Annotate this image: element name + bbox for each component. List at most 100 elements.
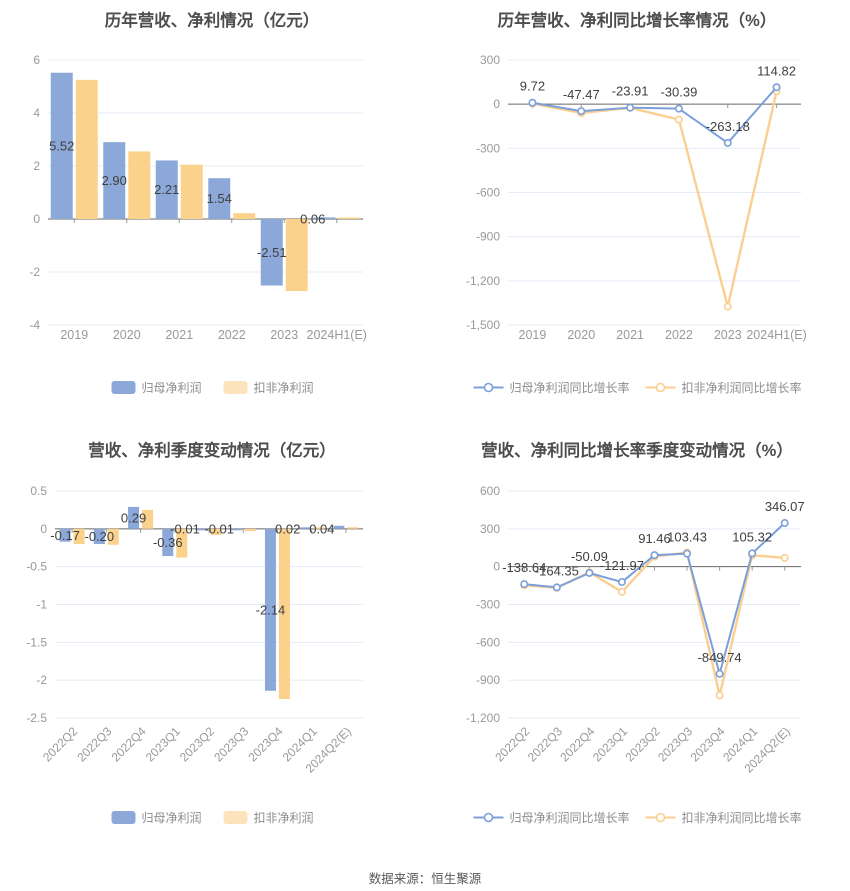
marker-guimu-2022Q3[interactable] xyxy=(552,583,561,592)
marker-guimu-2024Q1[interactable] xyxy=(748,549,757,558)
marker-koufei-2023Q1[interactable] xyxy=(617,587,626,596)
bar-koufei-2024Q2(E)[interactable] xyxy=(347,527,359,529)
marker-koufei-2023[interactable] xyxy=(723,302,732,311)
legend-item-1[interactable]: 扣非净利润同比增长率 xyxy=(645,810,802,825)
y-tick-label: -1,500 xyxy=(466,318,500,332)
value-label: 0.04 xyxy=(309,521,334,536)
x-tick-label: 2019 xyxy=(60,328,88,342)
bar-guimu-2022Q2[interactable] xyxy=(59,528,71,542)
value-label: -0.17 xyxy=(50,528,80,543)
marker-guimu-2022Q2[interactable] xyxy=(520,580,529,589)
value-label: 346.07 xyxy=(765,499,805,514)
y-tick-label: 0 xyxy=(493,560,500,574)
x-tick-label: 2023Q4 xyxy=(245,724,285,764)
marker-guimu-2023Q2[interactable] xyxy=(650,551,659,560)
bar-guimu-2020[interactable] xyxy=(103,142,126,219)
bar-guimu-2024H1(E)[interactable] xyxy=(313,217,336,219)
bar-koufei-2023Q3[interactable] xyxy=(244,528,256,532)
legend-marker xyxy=(655,382,666,393)
bar-koufei-2022[interactable] xyxy=(233,213,256,219)
value-label: 0.06 xyxy=(300,212,325,227)
bar-koufei-2020[interactable] xyxy=(128,151,151,219)
marker-guimu-2020[interactable] xyxy=(577,107,586,116)
value-label: 0.29 xyxy=(121,510,146,525)
legend-item-1[interactable]: 扣非净利润同比增长率 xyxy=(645,380,802,395)
x-tick-label: 2022Q2 xyxy=(492,724,532,764)
bar-guimu-2023[interactable] xyxy=(260,219,283,286)
bar-guimu-2023Q1[interactable] xyxy=(162,528,174,557)
line-koufei xyxy=(532,90,778,308)
legend-item-0[interactable]: 归母净利润同比增长率 xyxy=(473,810,630,825)
bar-koufei-2022Q2[interactable] xyxy=(73,528,85,544)
legend-item-1[interactable]: 扣非净利润 xyxy=(223,811,314,825)
value-label: -0.20 xyxy=(85,529,115,544)
x-tick-label: 2021 xyxy=(165,328,193,342)
bar-guimu-2024Q2(E)[interactable] xyxy=(333,525,345,529)
bar-guimu-2022Q4[interactable] xyxy=(128,506,140,529)
bar-koufei-2023Q2[interactable] xyxy=(210,528,222,535)
marker-koufei-2023Q4[interactable] xyxy=(715,691,724,700)
bar-guimu-2024Q1[interactable] xyxy=(299,527,311,529)
chart-quarterly-profit: 营收、净利季度变动情况（亿元） 0.5 0 -0.5 -1 -1.5 -2 -2.5 -0.17… xyxy=(26,440,363,825)
bar-koufei-2023[interactable] xyxy=(285,219,308,292)
value-label: 103.43 xyxy=(667,530,707,545)
bar-koufei-2024H1(E)[interactable] xyxy=(338,217,361,220)
bar-guimu-2023Q3[interactable] xyxy=(230,528,242,531)
bar-guimu-2023Q4[interactable] xyxy=(264,528,276,691)
bar-guimu-2021[interactable] xyxy=(155,160,178,219)
marker-guimu-2021[interactable] xyxy=(626,103,635,112)
x-tick-label: 2019 xyxy=(519,328,547,342)
chart-title: 营收、净利季度变动情况（亿元） xyxy=(88,440,336,460)
value-label: -121.97 xyxy=(600,558,644,573)
y-tick-label: 0.5 xyxy=(30,484,47,498)
bar-koufei-2022Q4[interactable] xyxy=(142,509,154,529)
legend-label: 扣非净利润 xyxy=(254,381,314,395)
marker-koufei-2024Q2(E)[interactable] xyxy=(780,553,789,562)
y-tick-label: -1,200 xyxy=(466,274,500,288)
value-label: 114.82 xyxy=(757,63,796,78)
marker-guimu-2022Q4[interactable] xyxy=(585,568,594,577)
bar-guimu-2022[interactable] xyxy=(208,178,231,219)
value-label: 0.02 xyxy=(275,521,300,536)
marker-guimu-2023Q4[interactable] xyxy=(715,669,724,678)
marker-guimu-2023[interactable] xyxy=(723,138,732,147)
x-tick-label: 2023Q1 xyxy=(590,724,630,764)
legend-item-0[interactable]: 归母净利润 xyxy=(111,381,202,395)
y-tick-label: 300 xyxy=(480,53,500,67)
value-label: -0.01 xyxy=(170,521,200,536)
y-tick-label: -2 xyxy=(36,673,47,687)
marker-guimu-2024H1(E)[interactable] xyxy=(772,83,781,92)
chart-annual-growth-cell: 历年营收、净利同比增长率情况（%） 300 0 -300 -600 -900 -1,200 -… xyxy=(425,0,850,430)
marker-koufei-2022[interactable] xyxy=(674,115,683,124)
chart-quarterly-growth-cell: 营收、净利同比增长率季度变动情况（%） 600 300 0 -300 -600 -900 -1… xyxy=(425,430,850,860)
bar-guimu-2022Q3[interactable] xyxy=(93,528,105,544)
bar-koufei-2023Q1[interactable] xyxy=(176,528,188,558)
bar-guimu-2023Q2[interactable] xyxy=(196,528,208,531)
marker-guimu-2023Q3[interactable] xyxy=(683,549,692,558)
y-tick-label: -2.5 xyxy=(26,711,47,725)
y-tick-label: -600 xyxy=(476,635,500,649)
y-tick-label: 0 xyxy=(40,522,47,536)
legend-item-1[interactable]: 扣非净利润 xyxy=(223,381,314,395)
marker-guimu-2022[interactable] xyxy=(674,104,683,113)
marker-guimu-2024Q2(E)[interactable] xyxy=(780,519,789,528)
x-tick-label: 2024H1(E) xyxy=(746,328,806,342)
bar-koufei-2023Q4[interactable] xyxy=(278,528,290,700)
value-label: -50.09 xyxy=(571,549,608,564)
legend-item-0[interactable]: 归母净利润 xyxy=(111,811,202,825)
marker-guimu-2019[interactable] xyxy=(528,98,537,107)
bar-koufei-2022Q3[interactable] xyxy=(107,528,119,545)
value-label: 91.46 xyxy=(638,531,671,546)
bar-koufei-2019[interactable] xyxy=(75,79,98,219)
legend-swatch xyxy=(111,811,136,824)
legend-marker xyxy=(655,812,666,823)
legend-item-0[interactable]: 归母净利润同比增长率 xyxy=(473,380,630,395)
y-tick-label: -2 xyxy=(29,265,40,279)
bar-guimu-2019[interactable] xyxy=(50,72,73,219)
marker-guimu-2023Q1[interactable] xyxy=(617,578,626,587)
value-label: 2.21 xyxy=(154,182,179,197)
x-tick-label: 2022Q4 xyxy=(109,724,149,764)
bar-koufei-2021[interactable] xyxy=(180,164,203,219)
bar-koufei-2024Q1[interactable] xyxy=(313,527,325,529)
legend-label: 扣非净利润同比增长率 xyxy=(682,810,802,825)
